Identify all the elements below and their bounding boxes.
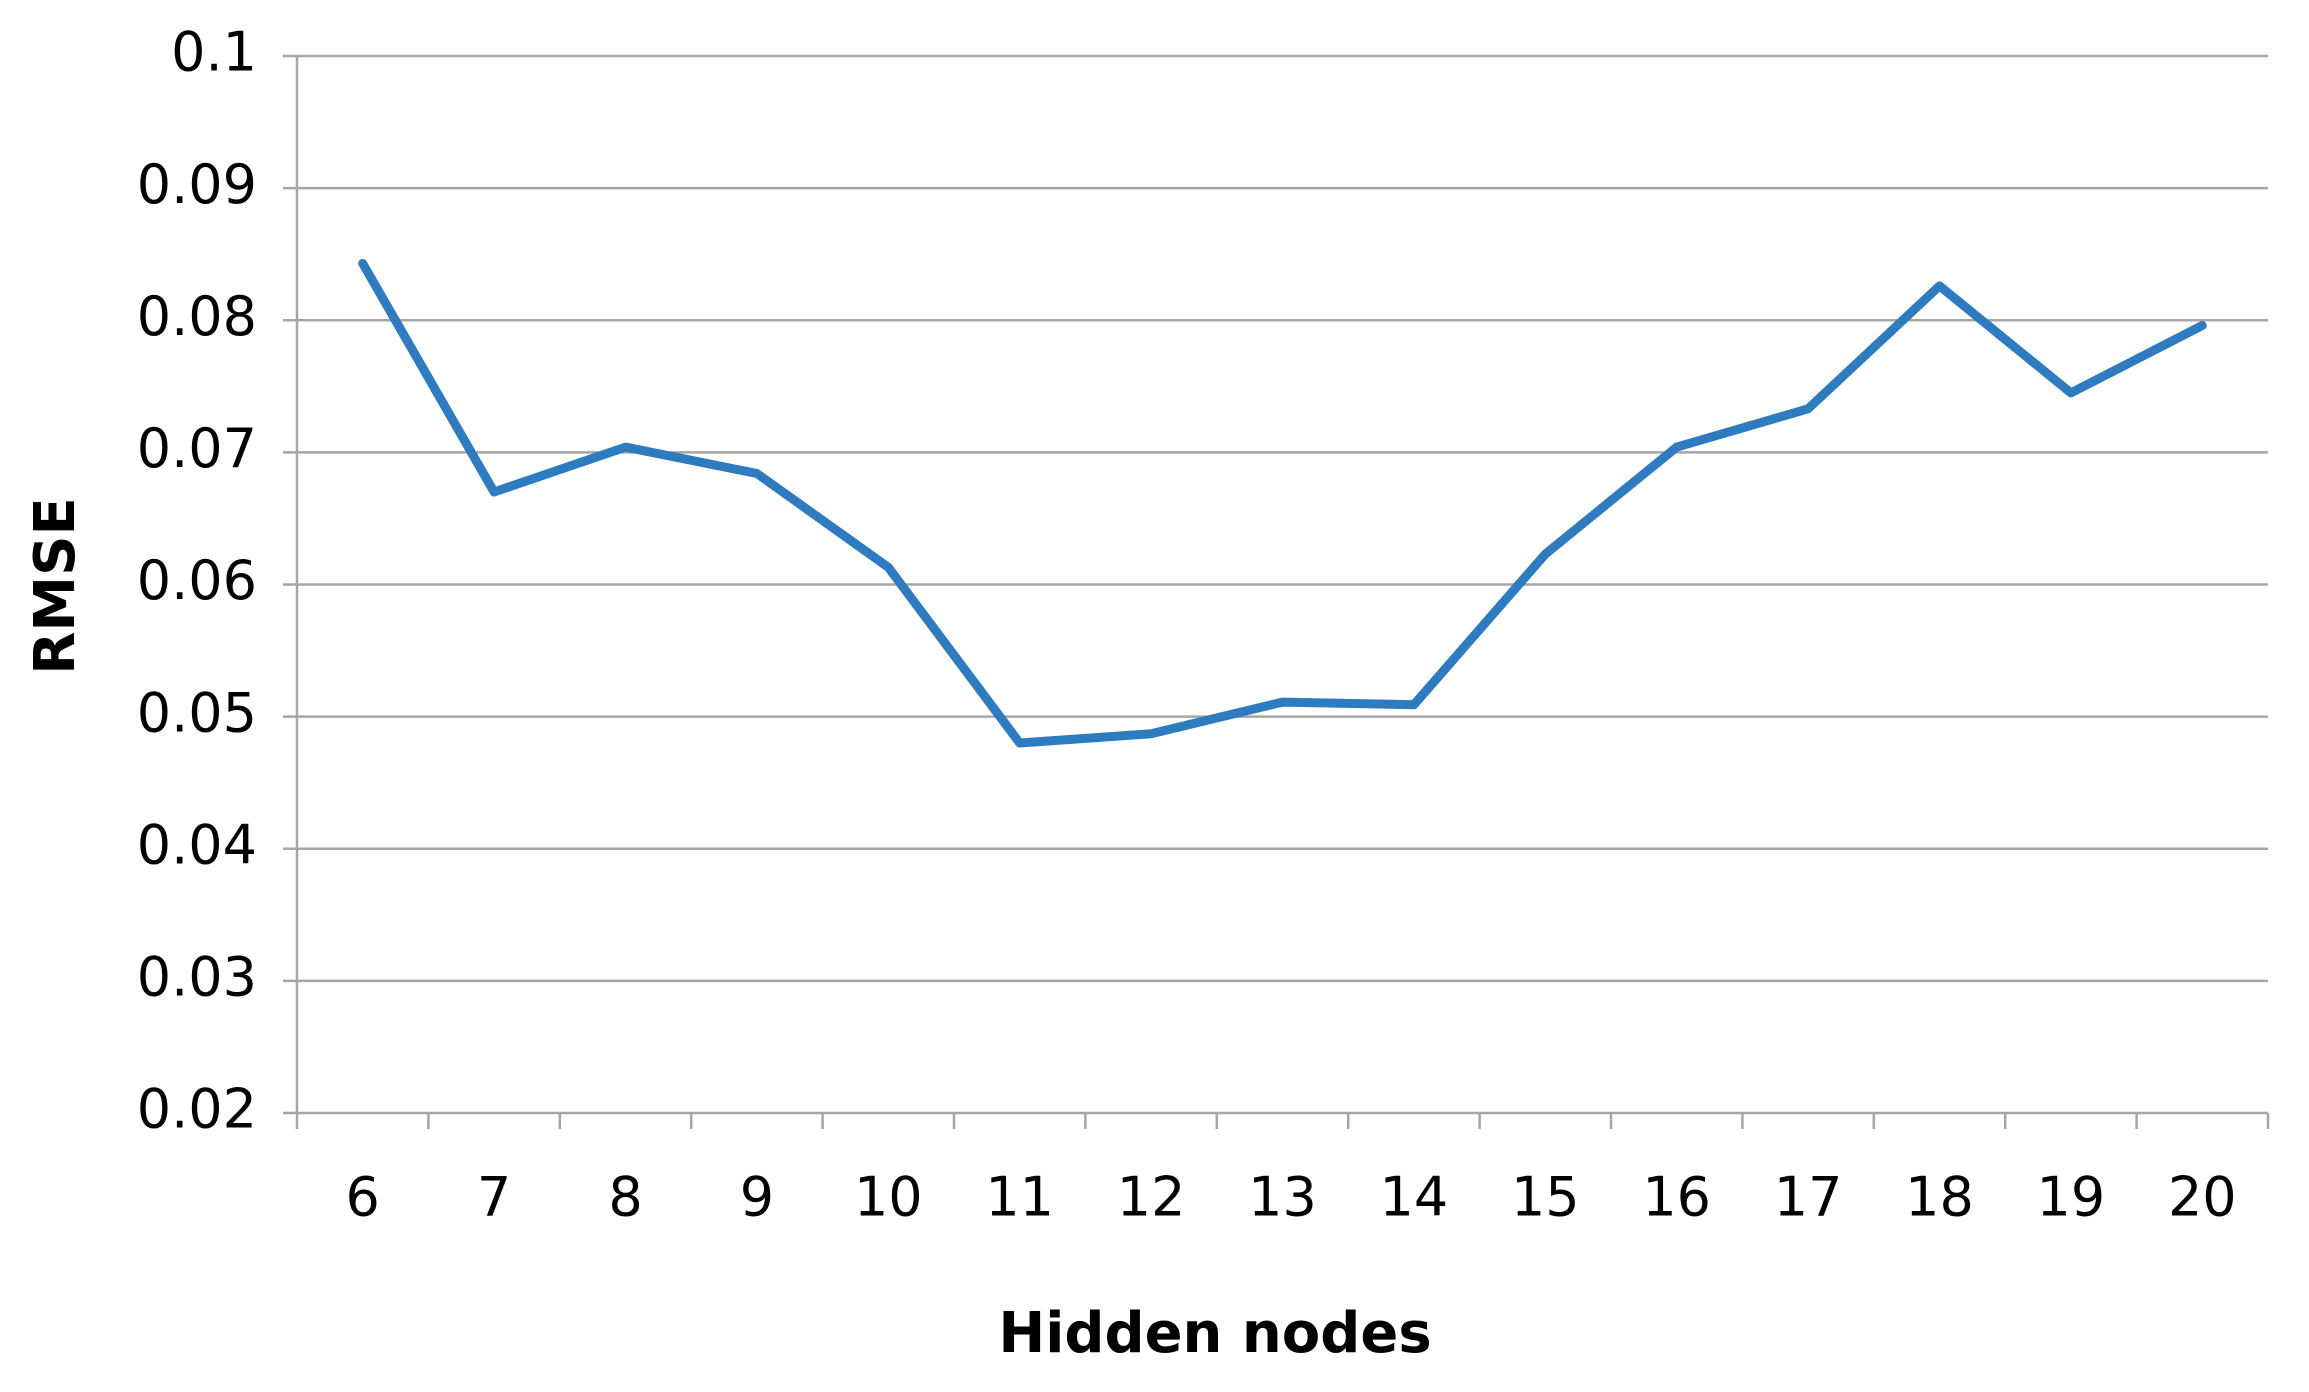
y-tick-label: 0.06 [137,549,257,612]
x-tick-label: 17 [1774,1166,1843,1229]
x-tick-label: 14 [1380,1166,1449,1229]
x-tick-label: 18 [1905,1166,1974,1229]
y-tick-label: 0.08 [137,285,257,348]
x-tick-label: 7 [477,1166,511,1229]
y-tick-label: 0.03 [137,946,257,1009]
data-line [358,258,2207,748]
y-tick-label: 0.07 [137,417,257,480]
y-tick-label: 0.02 [137,1078,257,1141]
x-tick-label: 19 [2037,1166,2106,1229]
x-axis-title: Hidden nodes [998,1301,1431,1366]
x-tick-label: 13 [1248,1166,1317,1229]
x-tick-label: 16 [1642,1166,1711,1229]
x-tick-label: 10 [854,1166,923,1229]
y-axis-title: RMSE [23,497,88,674]
y-tick-label: 0.1 [171,21,257,84]
y-tick-label: 0.09 [137,153,257,216]
x-tick-label: 12 [1117,1166,1186,1229]
y-tick-label: 0.05 [137,681,257,744]
x-tick-label: 8 [608,1166,642,1229]
x-tick-label: 11 [985,1166,1054,1229]
x-tick-label: 20 [2168,1166,2237,1229]
y-tick-label: 0.04 [137,813,257,876]
x-tick-label: 9 [740,1166,774,1229]
x-tick-label: 15 [1511,1166,1580,1229]
x-tick-label: 6 [346,1166,380,1229]
